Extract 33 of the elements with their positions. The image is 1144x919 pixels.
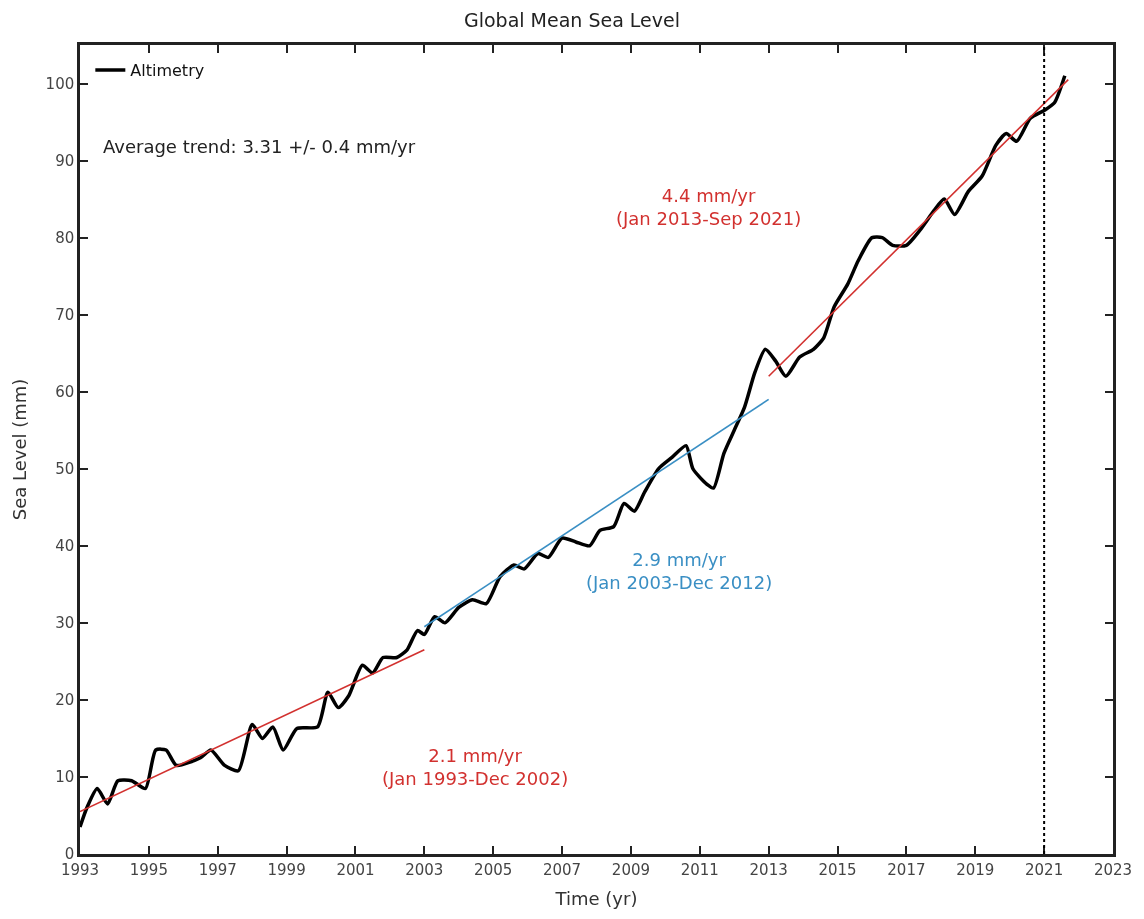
x-tick-label: 2015 xyxy=(818,860,857,879)
x-axis-title: Time (yr) xyxy=(554,887,638,909)
annotation: 4.4 mm/yr (Jan 2013-Sep 2021) xyxy=(616,185,802,230)
legend-label: Altimetry xyxy=(130,61,205,81)
x-tick-label: 2007 xyxy=(542,860,582,879)
x-tick-label: 2009 xyxy=(611,860,651,879)
x-tick-label: 1997 xyxy=(198,860,237,879)
annotation: 2.1 mm/yr (Jan 1993-Dec 2002) xyxy=(382,745,569,790)
y-tick-label: 90 xyxy=(55,151,75,170)
y-tick-label: 60 xyxy=(55,382,75,401)
x-tick-label: 2003 xyxy=(405,860,444,879)
y-axis-title: Sea Level (mm) xyxy=(8,378,30,521)
x-tick-label: 2013 xyxy=(749,860,788,879)
x-tick-label: 2023 xyxy=(1093,860,1133,879)
x-tick-label: 2001 xyxy=(336,860,375,879)
x-tick-label: 2017 xyxy=(887,860,926,879)
x-tick-label: 2019 xyxy=(956,860,995,879)
y-tick-label: 10 xyxy=(55,768,75,787)
y-tick-label: 20 xyxy=(55,691,75,710)
y-tick-label: 70 xyxy=(55,305,75,324)
x-tick-label: 1999 xyxy=(267,860,306,879)
y-tick-label: 50 xyxy=(55,460,75,479)
x-tick-label: 2011 xyxy=(680,860,719,879)
annotation: 2.9 mm/yr (Jan 2003-Dec 2012) xyxy=(586,549,773,594)
x-tick-label: 1995 xyxy=(129,860,168,879)
annotation: Average trend: 3.31 +/- 0.4 mm/yr xyxy=(103,136,416,157)
chart-title: Global Mean Sea Level xyxy=(463,9,681,32)
y-tick-label: 80 xyxy=(55,228,75,247)
x-tick-label: 2021 xyxy=(1025,860,1064,879)
y-tick-label: 40 xyxy=(55,537,75,556)
y-tick-label: 30 xyxy=(55,614,75,633)
y-tick-label: 100 xyxy=(45,74,75,93)
x-tick-label: 2005 xyxy=(474,860,513,879)
